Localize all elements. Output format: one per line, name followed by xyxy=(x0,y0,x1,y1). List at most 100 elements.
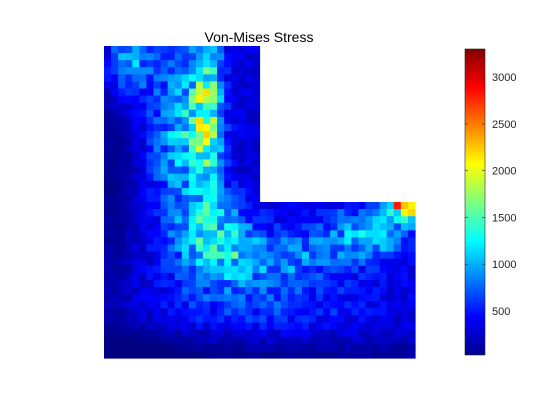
heatmap-cell xyxy=(287,336,296,345)
heatmap-cell xyxy=(202,350,211,359)
heatmap-cell xyxy=(202,223,211,231)
heatmap-cell xyxy=(238,237,246,246)
heatmap-cell xyxy=(252,301,261,309)
heatmap-cell xyxy=(111,343,119,352)
heatmap-cell xyxy=(217,152,225,161)
heatmap-cell xyxy=(167,258,176,267)
heatmap-cell xyxy=(294,223,303,231)
heatmap-cell xyxy=(294,315,303,324)
heatmap-cell xyxy=(330,294,338,302)
heatmap-cell xyxy=(146,152,155,161)
heatmap-cell xyxy=(153,294,162,302)
heatmap-cell xyxy=(287,350,296,359)
heatmap-cell xyxy=(188,145,197,153)
heatmap-cell xyxy=(210,46,218,54)
heatmap-cell xyxy=(238,223,246,231)
heatmap-cell xyxy=(210,322,218,331)
heatmap-cell xyxy=(217,202,225,210)
heatmap-cell xyxy=(351,272,360,281)
heatmap-cell xyxy=(245,315,254,324)
heatmap-cell xyxy=(153,67,162,75)
heatmap-cell xyxy=(273,272,282,281)
heatmap-cell xyxy=(238,280,246,288)
heatmap-cell xyxy=(118,159,126,168)
heatmap-cell xyxy=(330,223,338,231)
heatmap-cell xyxy=(273,280,282,288)
heatmap-cell xyxy=(111,322,119,331)
heatmap-cell xyxy=(301,308,310,317)
heatmap-cell xyxy=(217,166,225,175)
heatmap-cell xyxy=(252,116,261,125)
heatmap-cell xyxy=(273,265,282,274)
heatmap-cell xyxy=(139,265,148,274)
heatmap-cell xyxy=(245,294,254,302)
heatmap-cell xyxy=(323,329,331,338)
heatmap-cell xyxy=(273,216,282,224)
heatmap-cell xyxy=(125,315,133,324)
heatmap-cell xyxy=(111,265,119,274)
heatmap-cell xyxy=(224,159,232,168)
heatmap-cell xyxy=(188,223,197,231)
heatmap-cell xyxy=(224,74,232,83)
heatmap-cell xyxy=(153,280,162,288)
heatmap-cell xyxy=(323,223,331,231)
heatmap-cell xyxy=(238,301,246,309)
heatmap-cell xyxy=(224,265,232,274)
heatmap-cell xyxy=(337,350,345,359)
heatmap-cell xyxy=(400,308,409,317)
heatmap-cell xyxy=(245,280,254,288)
heatmap-cell xyxy=(273,230,282,239)
heatmap-cell xyxy=(259,230,268,239)
heatmap-cell xyxy=(386,287,395,295)
heatmap-cell xyxy=(181,301,190,309)
heatmap-cell xyxy=(139,88,148,97)
heatmap-cell xyxy=(111,67,119,75)
heatmap-cell xyxy=(231,230,239,239)
heatmap-cell xyxy=(210,145,218,153)
heatmap-cell xyxy=(104,294,112,302)
heatmap-cell xyxy=(301,244,310,253)
heatmap-cell xyxy=(365,209,374,217)
heatmap-cell xyxy=(217,280,225,288)
heatmap-cell xyxy=(393,294,402,302)
heatmap-cell xyxy=(351,322,360,331)
heatmap-cell xyxy=(273,223,282,231)
heatmap-cell xyxy=(139,272,148,281)
heatmap-cell xyxy=(160,216,169,224)
heatmap-cell xyxy=(238,194,246,203)
heatmap-cell xyxy=(372,244,381,253)
heatmap-cell xyxy=(104,237,112,246)
heatmap-cell xyxy=(351,258,360,267)
heatmap-cell xyxy=(379,202,388,210)
heatmap-cell xyxy=(153,244,162,253)
heatmap-cell xyxy=(294,216,303,224)
heatmap-cell xyxy=(146,308,155,317)
heatmap-cell xyxy=(245,301,254,309)
heatmap-cell xyxy=(160,209,169,217)
heatmap-cell xyxy=(238,81,246,90)
heatmap-cell xyxy=(174,209,183,217)
heatmap-cell xyxy=(111,294,119,302)
heatmap-cell xyxy=(330,287,338,295)
heatmap-cell xyxy=(118,74,126,83)
heatmap-cell xyxy=(174,109,183,118)
heatmap-cell xyxy=(118,88,126,97)
heatmap-cell xyxy=(111,88,119,97)
heatmap-cell xyxy=(153,216,162,224)
heatmap-cell xyxy=(181,102,190,111)
heatmap-cell xyxy=(153,152,162,161)
heatmap-cell xyxy=(407,258,416,267)
heatmap-cell xyxy=(231,194,239,203)
heatmap-cell xyxy=(153,180,162,189)
heatmap-cell xyxy=(118,202,126,210)
heatmap-cell xyxy=(217,301,225,309)
heatmap-cell xyxy=(210,74,218,83)
heatmap-cell xyxy=(125,251,133,260)
heatmap-cell xyxy=(210,301,218,309)
heatmap-cell xyxy=(146,294,155,302)
heatmap-cell xyxy=(139,258,148,267)
heatmap-cell xyxy=(160,194,169,203)
heatmap-cell xyxy=(125,322,133,331)
heatmap-cell xyxy=(202,131,211,139)
heatmap-cell xyxy=(231,166,239,175)
